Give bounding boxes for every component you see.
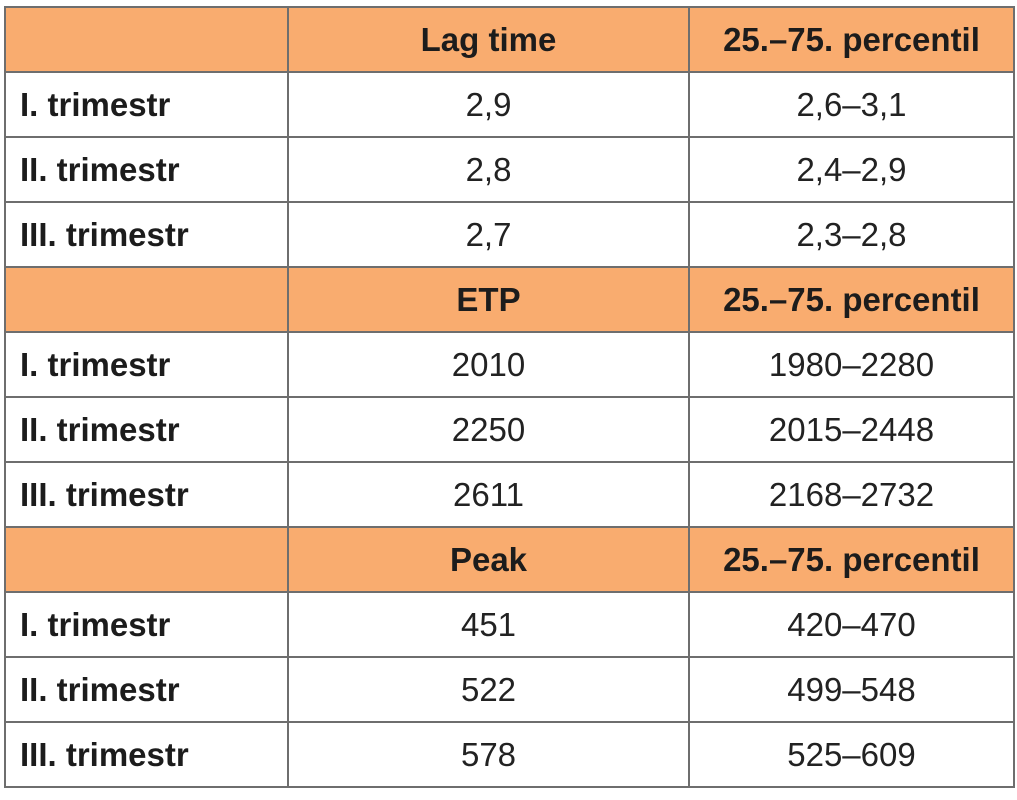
section-header-lag-time: Lag time 25.–75. percentil <box>4 6 1015 73</box>
row-range: 1980–2280 <box>688 331 1015 398</box>
table-row: III. trimestr 2611 2168–2732 <box>4 461 1015 528</box>
section-header-etp: ETP 25.–75. percentil <box>4 266 1015 333</box>
table-row: I. trimestr 2,9 2,6–3,1 <box>4 71 1015 138</box>
row-value: 451 <box>287 591 690 658</box>
row-value: 2,9 <box>287 71 690 138</box>
row-range: 499–548 <box>688 656 1015 723</box>
row-value: 2,7 <box>287 201 690 268</box>
header-metric-cell: ETP <box>287 266 690 333</box>
percentile-table: Lag time 25.–75. percentil I. trimestr 2… <box>4 6 1015 788</box>
header-blank-cell <box>4 6 289 73</box>
table-row: II. trimestr 2250 2015–2448 <box>4 396 1015 463</box>
row-value: 2250 <box>287 396 690 463</box>
row-label: II. trimestr <box>4 136 289 203</box>
row-label: II. trimestr <box>4 656 289 723</box>
row-value: 2010 <box>287 331 690 398</box>
header-range-cell: 25.–75. percentil <box>688 6 1015 73</box>
table-row: II. trimestr 522 499–548 <box>4 656 1015 723</box>
row-range: 2,6–3,1 <box>688 71 1015 138</box>
row-label: III. trimestr <box>4 461 289 528</box>
section-header-peak: Peak 25.–75. percentil <box>4 526 1015 593</box>
row-label: III. trimestr <box>4 721 289 788</box>
row-value: 578 <box>287 721 690 788</box>
header-blank-cell <box>4 526 289 593</box>
row-range: 2,3–2,8 <box>688 201 1015 268</box>
row-label: II. trimestr <box>4 396 289 463</box>
row-value: 2,8 <box>287 136 690 203</box>
table-row: II. trimestr 2,8 2,4–2,9 <box>4 136 1015 203</box>
header-range-cell: 25.–75. percentil <box>688 526 1015 593</box>
header-metric-cell: Peak <box>287 526 690 593</box>
row-label: I. trimestr <box>4 331 289 398</box>
row-value: 522 <box>287 656 690 723</box>
row-label: I. trimestr <box>4 71 289 138</box>
row-label: III. trimestr <box>4 201 289 268</box>
header-range-cell: 25.–75. percentil <box>688 266 1015 333</box>
header-metric-cell: Lag time <box>287 6 690 73</box>
row-label: I. trimestr <box>4 591 289 658</box>
row-range: 420–470 <box>688 591 1015 658</box>
header-blank-cell <box>4 266 289 333</box>
table-row: III. trimestr 2,7 2,3–2,8 <box>4 201 1015 268</box>
row-range: 2015–2448 <box>688 396 1015 463</box>
row-range: 2,4–2,9 <box>688 136 1015 203</box>
table-row: I. trimestr 451 420–470 <box>4 591 1015 658</box>
row-range: 2168–2732 <box>688 461 1015 528</box>
row-range: 525–609 <box>688 721 1015 788</box>
table-row: III. trimestr 578 525–609 <box>4 721 1015 788</box>
row-value: 2611 <box>287 461 690 528</box>
table-row: I. trimestr 2010 1980–2280 <box>4 331 1015 398</box>
